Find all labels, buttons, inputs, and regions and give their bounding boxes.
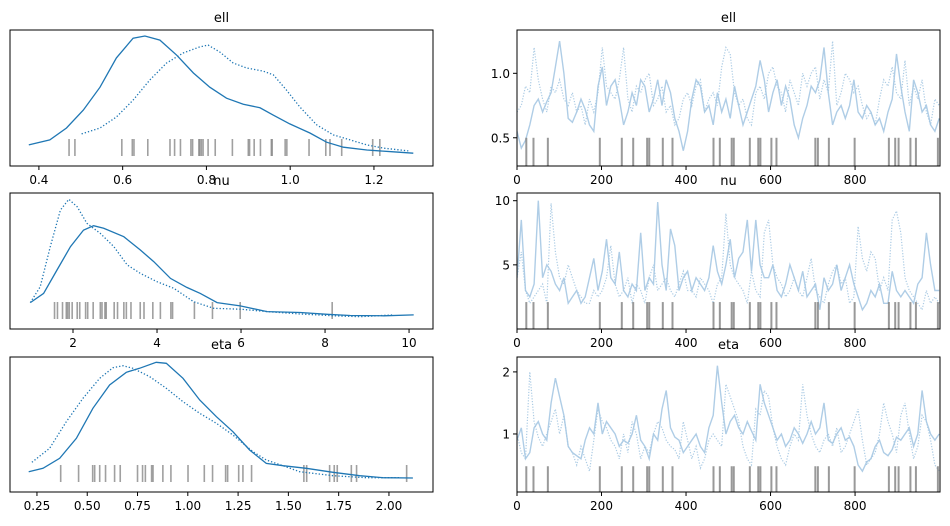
axes-frame — [516, 29, 941, 167]
x-tick-label: 0.50 — [74, 499, 101, 513]
kde-line-dotted — [29, 198, 394, 318]
x-tick-label: 0.4 — [29, 173, 48, 187]
density-panel-eta: 0.25 0.50 0.75 1.00 1.25 1.50 1.75 2.00 eta — [9, 338, 434, 513]
x-tick-label: 200 — [590, 336, 613, 350]
panel-title: ell — [214, 11, 229, 26]
x-tick-label: 0.8 — [197, 173, 216, 187]
y-tick-label: 5 — [502, 258, 510, 272]
x-tick-label: 600 — [759, 336, 782, 350]
x-tick-label: 2 — [69, 336, 77, 350]
x-tick-label: 6 — [237, 336, 245, 350]
trace-panel-ell: 0.5 1.0 0 200 400 600 800 ell — [491, 11, 941, 187]
density-panel-ell: 0.4 0.6 0.8 1.0 1.2 ell — [9, 11, 434, 187]
kde-line-solid — [29, 225, 414, 317]
panel-title: nu — [213, 174, 229, 189]
x-tick-label: 0 — [513, 173, 521, 187]
axes-frame — [516, 192, 941, 330]
x-tick-label: 10 — [401, 336, 416, 350]
panel-title: eta — [718, 338, 739, 353]
x-tick-label: 800 — [844, 336, 867, 350]
x-tick-label: 1.75 — [325, 499, 352, 513]
plot-area — [28, 35, 414, 156]
x-tick-label: 200 — [590, 499, 613, 513]
x-tick-label: 1.2 — [364, 173, 383, 187]
kde-line-dotted — [31, 365, 400, 479]
plot-area — [517, 40, 940, 166]
trace-panel-eta: 1 2 0 200 400 600 800 eta — [502, 338, 941, 513]
x-tick-label: 0 — [513, 336, 521, 350]
x-tick-label: 200 — [590, 173, 613, 187]
plot-area — [517, 365, 940, 492]
trace-line-solid — [517, 40, 940, 151]
axes-frame — [9, 356, 434, 493]
y-tick-label: 2 — [502, 365, 510, 379]
plot-area — [29, 198, 414, 319]
x-tick-label: 8 — [321, 336, 329, 350]
x-tick-label: 0 — [513, 499, 521, 513]
y-tick-label: 0.5 — [491, 131, 510, 145]
trace-line-dotted — [517, 41, 940, 127]
panel-title: eta — [211, 338, 232, 353]
kde-line-solid — [28, 35, 414, 154]
axes-frame — [9, 29, 434, 167]
plot-area — [28, 361, 413, 482]
x-tick-label: 0.6 — [113, 173, 132, 187]
y-tick-label: 10 — [495, 194, 510, 208]
x-tick-label: 1.50 — [275, 499, 302, 513]
trace-line-solid — [517, 365, 940, 473]
x-tick-label: 600 — [759, 173, 782, 187]
x-tick-label: 1.25 — [225, 499, 252, 513]
density-panel-nu: 2 4 6 8 10 nu — [9, 174, 434, 350]
x-tick-label: 800 — [844, 173, 867, 187]
x-tick-label: 0.75 — [124, 499, 151, 513]
panel-title: ell — [721, 11, 736, 26]
x-tick-label: 0.25 — [24, 499, 51, 513]
x-tick-label: 4 — [153, 336, 161, 350]
plot-area — [517, 200, 940, 329]
trace-line-solid — [517, 200, 940, 312]
panel-title: nu — [720, 174, 736, 189]
y-tick-label: 1 — [502, 427, 510, 441]
axes-frame — [516, 356, 941, 493]
kde-line-dotted — [81, 44, 409, 152]
x-tick-label: 2.00 — [376, 499, 403, 513]
x-tick-label: 1.0 — [281, 173, 300, 187]
x-tick-label: 600 — [759, 499, 782, 513]
x-tick-label: 800 — [844, 499, 867, 513]
y-tick-label: 1.0 — [491, 67, 510, 81]
x-tick-label: 400 — [675, 336, 698, 350]
kde-line-solid — [28, 361, 413, 479]
x-tick-label: 1.00 — [174, 499, 201, 513]
axes-frame — [9, 192, 434, 330]
trace-line-dotted — [517, 371, 940, 472]
x-tick-label: 400 — [675, 173, 698, 187]
x-tick-label: 400 — [675, 499, 698, 513]
